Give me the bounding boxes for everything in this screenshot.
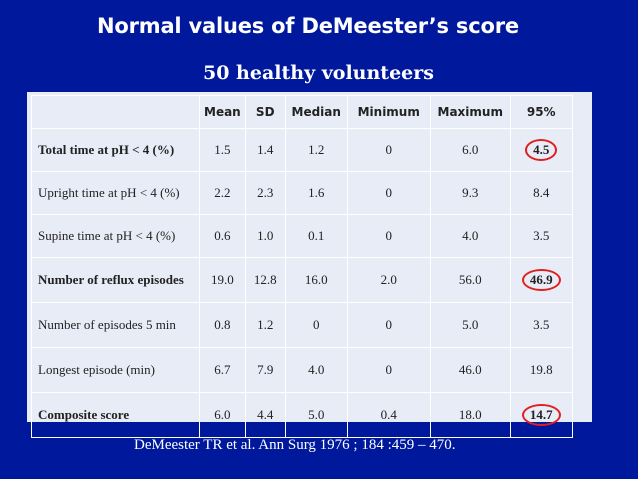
table-row: Supine time at pH < 4 (%) 0.6 1.0 0.1 0 4.0 3.… <box>31 214 573 258</box>
cell-median: 16.0 <box>284 257 348 303</box>
cell-mean: 19.0 <box>199 257 246 303</box>
circled-value: 46.9 <box>521 269 561 291</box>
cell-maximum: 5.0 <box>429 302 511 348</box>
cell-median: 1.6 <box>284 171 348 215</box>
cell-sd: 4.4 <box>244 392 286 438</box>
table-row: Longest episode (min) 6.7 7.9 4.0 0 46.0 19.8 <box>31 347 573 393</box>
cell-sd: 12.8 <box>244 257 286 303</box>
cell-minimum: 0 <box>346 347 431 393</box>
cell-sd: 2.3 <box>244 171 286 215</box>
header-label <box>31 95 200 129</box>
circled-value: 4.5 <box>525 139 558 161</box>
cell-mean: 2.2 <box>199 171 246 215</box>
cell-mean: 1.5 <box>199 128 246 172</box>
cell-p95: 19.8 <box>509 347 573 393</box>
cell-sd: 7.9 <box>244 347 286 393</box>
cell-minimum: 0.4 <box>346 392 431 438</box>
row-label: Number of reflux episodes <box>31 257 200 303</box>
cell-p95: 46.9 <box>509 257 573 303</box>
cell-mean: 0.8 <box>199 302 246 348</box>
table-row: Number of reflux episodes 19.0 12.8 16.0 2.0… <box>31 257 573 303</box>
cell-maximum: 4.0 <box>429 214 511 258</box>
cell-p95: 3.5 <box>509 302 573 348</box>
cell-p95: 14.7 <box>509 392 573 438</box>
cell-median: 0 <box>284 302 348 348</box>
table-row: Total time at pH < 4 (%) 1.5 1.4 1.2 0 6.0 4.5 <box>31 128 573 172</box>
cell-mean: 6.0 <box>199 392 246 438</box>
normal-values-table: Mean SD Median Minimum Maximum 95% Total… <box>31 95 573 438</box>
row-label: Longest episode (min) <box>31 347 200 393</box>
table-row: Composite score 6.0 4.4 5.0 0.4 18.0 14.7 <box>31 392 573 438</box>
cell-minimum: 0 <box>346 302 431 348</box>
header-median: Median <box>284 95 348 129</box>
cell-minimum: 2.0 <box>346 257 431 303</box>
header-95: 95% <box>509 95 573 129</box>
cell-minimum: 0 <box>346 128 431 172</box>
row-label: Composite score <box>31 392 200 438</box>
table-header-row: Mean SD Median Minimum Maximum 95% <box>31 95 573 129</box>
cell-median: 5.0 <box>284 392 348 438</box>
cell-p95: 8.4 <box>509 171 573 215</box>
header-maximum: Maximum <box>429 95 511 129</box>
citation: DeMeester TR et al. Ann Surg 1976 ; 184 … <box>134 437 456 453</box>
header-sd: SD <box>244 95 286 129</box>
cell-maximum: 18.0 <box>429 392 511 438</box>
table-row: Number of episodes 5 min 0.8 1.2 0 0 5.0 3.5 <box>31 302 573 348</box>
header-minimum: Minimum <box>346 95 431 129</box>
slide-subtitle: 50 healthy volunteers <box>203 62 434 84</box>
cell-p95: 4.5 <box>509 128 573 172</box>
cell-median: 0.1 <box>284 214 348 258</box>
cell-sd: 1.4 <box>244 128 286 172</box>
cell-maximum: 6.0 <box>429 128 511 172</box>
cell-maximum: 56.0 <box>429 257 511 303</box>
cell-median: 4.0 <box>284 347 348 393</box>
row-label: Total time at pH < 4 (%) <box>31 128 200 172</box>
row-label: Number of episodes 5 min <box>31 302 200 348</box>
cell-minimum: 0 <box>346 171 431 215</box>
cell-median: 1.2 <box>284 128 348 172</box>
circled-value: 14.7 <box>521 404 561 426</box>
cell-mean: 0.6 <box>199 214 246 258</box>
cell-minimum: 0 <box>346 214 431 258</box>
table-row: Upright time at pH < 4 (%) 2.2 2.3 1.6 0 9.3 8… <box>31 171 573 215</box>
row-label: Upright time at pH < 4 (%) <box>31 171 200 215</box>
table-panel: Mean SD Median Minimum Maximum 95% Total… <box>27 92 592 438</box>
cell-p95: 3.5 <box>509 214 573 258</box>
cell-maximum: 9.3 <box>429 171 511 215</box>
header-mean: Mean <box>199 95 246 129</box>
row-label: Supine time at pH < 4 (%) <box>31 214 200 258</box>
cell-sd: 1.0 <box>244 214 286 258</box>
cell-sd: 1.2 <box>244 302 286 348</box>
cell-mean: 6.7 <box>199 347 246 393</box>
cell-maximum: 46.0 <box>429 347 511 393</box>
slide-title: Normal values of DeMeester’s score <box>97 14 519 38</box>
